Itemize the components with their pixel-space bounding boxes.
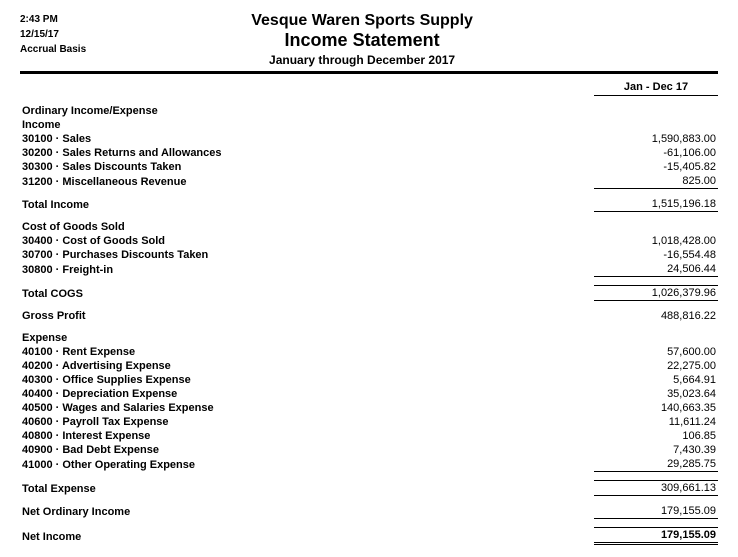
line-label: 30800 · Freight-in <box>20 262 594 277</box>
line-value: 29,285.75 <box>594 457 718 472</box>
section-ordinary: Ordinary Income/Expense <box>20 104 594 118</box>
net-income-value: 179,155.09 <box>594 528 718 544</box>
meta-time: 2:43 PM <box>20 12 86 27</box>
meta-basis: Accrual Basis <box>20 42 86 57</box>
line-label: 40100 · Rent Expense <box>20 345 594 359</box>
section-cogs: Cost of Goods Sold <box>20 220 594 234</box>
line-value: 57,600.00 <box>594 345 718 359</box>
line-label: 40600 · Payroll Tax Expense <box>20 415 594 429</box>
section-expense: Expense <box>20 331 594 345</box>
total-cogs-label: Total COGS <box>20 286 594 301</box>
line-label: 40200 · Advertising Expense <box>20 359 594 373</box>
line-value: 825.00 <box>594 174 718 189</box>
line-value: 7,430.39 <box>594 443 718 457</box>
line-label: 40300 · Office Supplies Expense <box>20 373 594 387</box>
total-cogs-value: 1,026,379.96 <box>594 286 718 301</box>
line-value: 24,506.44 <box>594 262 718 277</box>
total-expense-value: 309,661.13 <box>594 481 718 496</box>
line-value: -61,106.00 <box>594 146 718 160</box>
statement-period: January through December 2017 <box>86 53 638 67</box>
line-label: 40400 · Depreciation Expense <box>20 387 594 401</box>
line-label: 30700 · Purchases Discounts Taken <box>20 248 594 262</box>
section-income: Income <box>20 118 594 132</box>
line-label: 31200 · Miscellaneous Revenue <box>20 174 594 189</box>
net-ordinary-value: 179,155.09 <box>594 504 718 519</box>
line-label: 30200 · Sales Returns and Allowances <box>20 146 594 160</box>
line-label: 41000 · Other Operating Expense <box>20 457 594 472</box>
line-value: 1,590,883.00 <box>594 132 718 146</box>
line-value: 11,611.24 <box>594 415 718 429</box>
line-label: 40900 · Bad Debt Expense <box>20 443 594 457</box>
total-income-label: Total Income <box>20 197 594 212</box>
company-name: Vesque Waren Sports Supply <box>86 12 638 30</box>
line-value: -15,405.82 <box>594 160 718 174</box>
total-expense-label: Total Expense <box>20 481 594 496</box>
statement-title: Income Statement <box>86 30 638 51</box>
line-value: 1,018,428.00 <box>594 234 718 248</box>
total-income-value: 1,515,196.18 <box>594 197 718 212</box>
gross-profit-label: Gross Profit <box>20 309 594 323</box>
line-value: 106.85 <box>594 429 718 443</box>
net-income-label: Net Income <box>20 528 594 544</box>
line-value: 140,663.35 <box>594 401 718 415</box>
gross-profit-value: 488,816.22 <box>594 309 718 323</box>
income-statement-table: Jan - Dec 17 Ordinary Income/Expense Inc… <box>20 80 718 545</box>
line-value: -16,554.48 <box>594 248 718 262</box>
line-value: 5,664.91 <box>594 373 718 387</box>
title-block: Vesque Waren Sports Supply Income Statem… <box>86 12 638 67</box>
line-label: 30400 · Cost of Goods Sold <box>20 234 594 248</box>
column-header: Jan - Dec 17 <box>594 80 718 96</box>
line-value: 22,275.00 <box>594 359 718 373</box>
line-label: 30100 · Sales <box>20 132 594 146</box>
line-label: 40500 · Wages and Salaries Expense <box>20 401 594 415</box>
line-label: 40800 · Interest Expense <box>20 429 594 443</box>
line-label: 30300 · Sales Discounts Taken <box>20 160 594 174</box>
meta-left: 2:43 PM 12/15/17 Accrual Basis <box>20 12 86 57</box>
line-value: 35,023.64 <box>594 387 718 401</box>
net-ordinary-label: Net Ordinary Income <box>20 504 594 519</box>
meta-date: 12/15/17 <box>20 27 86 42</box>
report-header: 2:43 PM 12/15/17 Accrual Basis Vesque Wa… <box>20 12 718 74</box>
